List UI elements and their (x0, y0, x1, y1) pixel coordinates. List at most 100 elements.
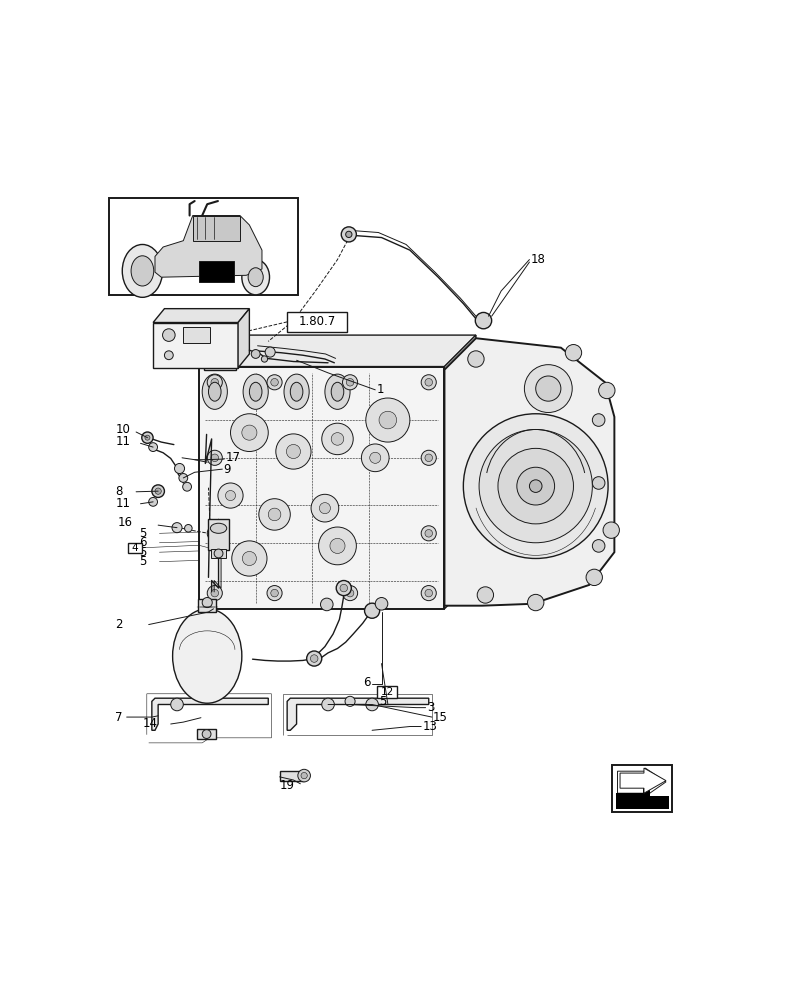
Text: 11: 11 (115, 435, 131, 448)
Circle shape (321, 423, 353, 455)
Circle shape (225, 491, 235, 501)
Circle shape (142, 432, 153, 443)
Text: 5: 5 (139, 546, 147, 559)
Circle shape (535, 376, 560, 401)
Polygon shape (152, 698, 268, 730)
Circle shape (421, 586, 436, 601)
Text: 13: 13 (422, 720, 437, 733)
Bar (183, 327, 209, 343)
Text: 5: 5 (139, 555, 147, 568)
Ellipse shape (173, 609, 242, 703)
Circle shape (211, 589, 218, 597)
Circle shape (598, 382, 614, 399)
Ellipse shape (290, 382, 303, 401)
Circle shape (267, 375, 281, 390)
Bar (153, 323, 238, 368)
Bar (611, 765, 672, 812)
Circle shape (162, 329, 175, 341)
Circle shape (311, 494, 338, 522)
Text: 2: 2 (115, 618, 122, 631)
Circle shape (529, 480, 542, 492)
Circle shape (424, 379, 432, 386)
Circle shape (527, 594, 543, 611)
Ellipse shape (131, 256, 153, 286)
Text: 5: 5 (139, 527, 147, 540)
Circle shape (174, 463, 184, 474)
Circle shape (148, 497, 157, 506)
Ellipse shape (202, 374, 227, 409)
Text: 6: 6 (139, 536, 147, 549)
Circle shape (207, 375, 222, 390)
Polygon shape (199, 367, 444, 609)
Ellipse shape (208, 382, 221, 401)
Circle shape (310, 655, 318, 662)
Circle shape (207, 450, 222, 465)
Text: 16: 16 (117, 516, 132, 529)
Circle shape (202, 598, 212, 608)
Circle shape (217, 483, 242, 508)
Polygon shape (204, 336, 235, 370)
Text: 10: 10 (115, 423, 130, 436)
Circle shape (364, 603, 380, 618)
Ellipse shape (331, 382, 343, 401)
Circle shape (152, 485, 164, 497)
Circle shape (477, 587, 493, 603)
Circle shape (375, 598, 388, 610)
Circle shape (267, 586, 281, 601)
Circle shape (144, 435, 150, 440)
Circle shape (421, 450, 436, 465)
Circle shape (259, 499, 290, 530)
Circle shape (251, 350, 260, 358)
Circle shape (242, 425, 256, 440)
Circle shape (211, 530, 218, 537)
Circle shape (603, 522, 619, 538)
Ellipse shape (284, 374, 309, 409)
Circle shape (214, 549, 223, 558)
Bar (287, 312, 346, 332)
Text: 12: 12 (380, 687, 393, 697)
Circle shape (155, 488, 161, 494)
Text: 15: 15 (432, 711, 448, 724)
Circle shape (148, 443, 157, 452)
Ellipse shape (242, 374, 268, 409)
Circle shape (592, 414, 604, 426)
Circle shape (342, 586, 357, 601)
Circle shape (379, 411, 396, 429)
Ellipse shape (249, 382, 262, 401)
Bar (376, 686, 397, 698)
Circle shape (421, 375, 436, 390)
Circle shape (301, 772, 307, 779)
Circle shape (182, 482, 191, 491)
Text: 1: 1 (376, 383, 384, 396)
Circle shape (340, 584, 347, 592)
Circle shape (268, 508, 281, 521)
Bar (199, 261, 234, 282)
Circle shape (270, 589, 278, 597)
Circle shape (345, 589, 354, 597)
Circle shape (341, 227, 356, 242)
Circle shape (478, 429, 592, 543)
Circle shape (497, 448, 573, 524)
Circle shape (467, 351, 483, 367)
Circle shape (211, 379, 218, 386)
Text: 4: 4 (131, 543, 138, 553)
Circle shape (286, 444, 300, 459)
Circle shape (307, 651, 321, 666)
Circle shape (184, 525, 192, 532)
Circle shape (231, 541, 267, 576)
Text: 19: 19 (279, 779, 294, 792)
Circle shape (207, 526, 222, 541)
Circle shape (592, 477, 604, 489)
Circle shape (320, 598, 333, 611)
Circle shape (298, 769, 310, 782)
Circle shape (319, 503, 330, 514)
Text: 17: 17 (225, 451, 240, 464)
Text: 3: 3 (427, 701, 434, 714)
Circle shape (230, 414, 268, 452)
Bar (198, 599, 216, 612)
Circle shape (345, 696, 354, 706)
Circle shape (365, 398, 410, 442)
Circle shape (524, 365, 572, 412)
Ellipse shape (242, 260, 269, 295)
Circle shape (202, 730, 211, 738)
